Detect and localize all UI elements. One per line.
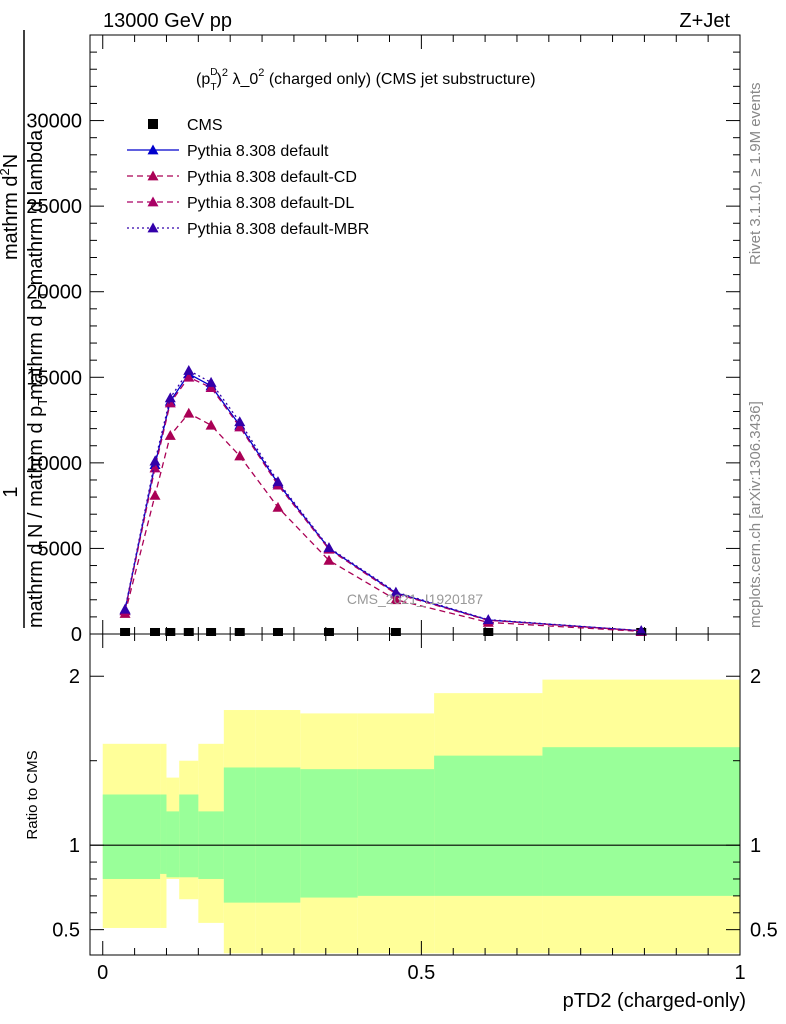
ratio-inner-band-bin: [300, 769, 358, 898]
ratio-inner-band-bin: [179, 794, 199, 878]
ratio-inner-band-bin: [166, 811, 180, 878]
x-tick-label: 1: [734, 962, 745, 984]
series-marker-cd: [164, 429, 176, 440]
cms-data-point: [234, 627, 245, 636]
x-axis-label: pTD2 (charged-only): [563, 990, 746, 1012]
series-marker-mbr: [635, 625, 647, 636]
ratio-y-tick-label-right: 0.5: [750, 920, 778, 942]
legend-label-default: Pythia 8.308 default: [187, 143, 329, 160]
series-marker-dl: [183, 371, 195, 382]
series-marker-cd: [183, 407, 195, 418]
y-tick-label: 5000: [38, 538, 83, 560]
series-marker-mbr: [272, 476, 284, 487]
series-marker-mbr: [234, 416, 246, 427]
ratio-y-tick-label: 1: [69, 835, 80, 857]
legend-marker-dl: [147, 196, 159, 207]
legend-label-mbr: Pythia 8.308 default-MBR: [187, 221, 369, 238]
main-plot: 0 5000 10000 15000 20000 25000 30000 CMS Pythia …: [26, 34, 741, 646]
series-marker-cd: [272, 501, 284, 512]
cms-data-point: [150, 627, 160, 636]
y-tick-label: 30000: [26, 111, 82, 133]
series-line-cd: [124, 412, 642, 633]
legend-marker-cms: [148, 119, 158, 129]
ratio-inner-band-bin: [223, 767, 256, 903]
ratio-y-tick-label-right: 2: [750, 666, 761, 688]
ylabel-inner-numerator: mathrm d2N: [0, 154, 22, 260]
series-marker-cd: [323, 554, 335, 565]
cms-data-point: [390, 627, 401, 636]
x-tick-label: 0.5: [407, 962, 435, 984]
y-tick-label: 15000: [26, 367, 82, 389]
series-marker-mbr: [119, 603, 131, 614]
series-marker-mbr: [482, 614, 494, 625]
legend-marker-default: [147, 144, 159, 155]
ylabel-denominator: mathrm d N / mathrm d pT: [25, 398, 50, 628]
series-marker-cd: [390, 594, 402, 605]
series-marker-mbr: [149, 455, 161, 466]
y-tick-label: 20000: [26, 282, 82, 304]
cms-data-point: [120, 627, 131, 636]
series-marker-mbr: [205, 376, 217, 387]
ratio-inner-band-bin: [434, 755, 543, 896]
cms-data-point: [206, 627, 217, 636]
mcplots-label: mcplots.cern.ch [arXiv:1306.3436]: [747, 401, 764, 628]
legend-marker-mbr: [147, 222, 159, 233]
cms-data-point: [183, 627, 194, 636]
process-label: Z+Jet: [679, 10, 730, 32]
legend-label-dl: Pythia 8.308 default-DL: [187, 195, 354, 212]
plot-title: (pD T)2 λ_02 (charged only) (CMS jet subs…: [196, 67, 536, 93]
series-marker-dl: [205, 382, 217, 392]
series-line-dl: [124, 376, 642, 632]
legend-marker-cd: [147, 170, 159, 181]
series-marker-dl: [234, 421, 246, 432]
legend-label-cms: CMS: [187, 117, 223, 134]
ratio-y-tick-label-right: 1: [750, 835, 761, 857]
analysis-watermark: CMS_2021_I1920187: [347, 591, 483, 607]
y-tick-label: 0: [71, 624, 82, 646]
ratio-y-tick-label: 0.5: [52, 920, 80, 942]
ratio-inner-band-bin: [160, 794, 167, 874]
series-marker-cd: [234, 450, 246, 461]
y-tick-label: 10000: [26, 453, 82, 475]
ylabel-numerator: 1: [0, 486, 22, 497]
x-tick-label: 0: [97, 962, 108, 984]
y-tick-label: 25000: [26, 196, 82, 218]
ylabel-inner-denominator: mathrm d pT mathrm d lambda: [25, 129, 50, 400]
series-marker-mbr: [390, 586, 402, 597]
ratio-inner-band-bin: [255, 767, 301, 903]
main-ylabel: 1 mathrm d N / mathrm d pT mathrm d2N ma…: [0, 30, 50, 628]
ratio-inner-band-bin: [357, 769, 435, 896]
series-line-mbr: [124, 369, 642, 632]
series-marker-dl: [149, 462, 161, 473]
rivet-label: Rivet 3.1.10, ≥ 1.9M events: [747, 83, 764, 266]
ratio-inner-band-bin: [102, 794, 161, 879]
series-marker-dl: [164, 397, 176, 408]
ratio-y-tick-label: 2: [69, 666, 80, 688]
series-marker-cd: [149, 489, 161, 500]
series-marker-mbr: [183, 364, 195, 375]
legend-label-cd: Pythia 8.308 default-CD: [187, 169, 357, 186]
ratio-ylabel: Ratio to CMS: [24, 750, 41, 839]
cms-data-point: [272, 627, 283, 636]
series-marker-cd: [205, 419, 217, 430]
cms-data-point: [483, 627, 494, 636]
ratio-plot: 0 0.5 10.5 0.51 12 2: [52, 633, 778, 984]
series-marker-mbr: [323, 542, 335, 552]
series-marker-mbr: [164, 392, 176, 403]
cms-data-point: [165, 627, 176, 636]
energy-label: 13000 GeV pp: [103, 10, 232, 32]
ratio-frame: [89, 633, 741, 956]
ratio-inner-band-bin: [542, 747, 740, 896]
cms-data-point: [323, 627, 334, 636]
